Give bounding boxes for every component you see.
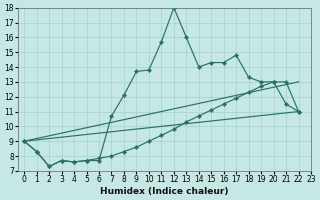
X-axis label: Humidex (Indice chaleur): Humidex (Indice chaleur) — [100, 187, 229, 196]
